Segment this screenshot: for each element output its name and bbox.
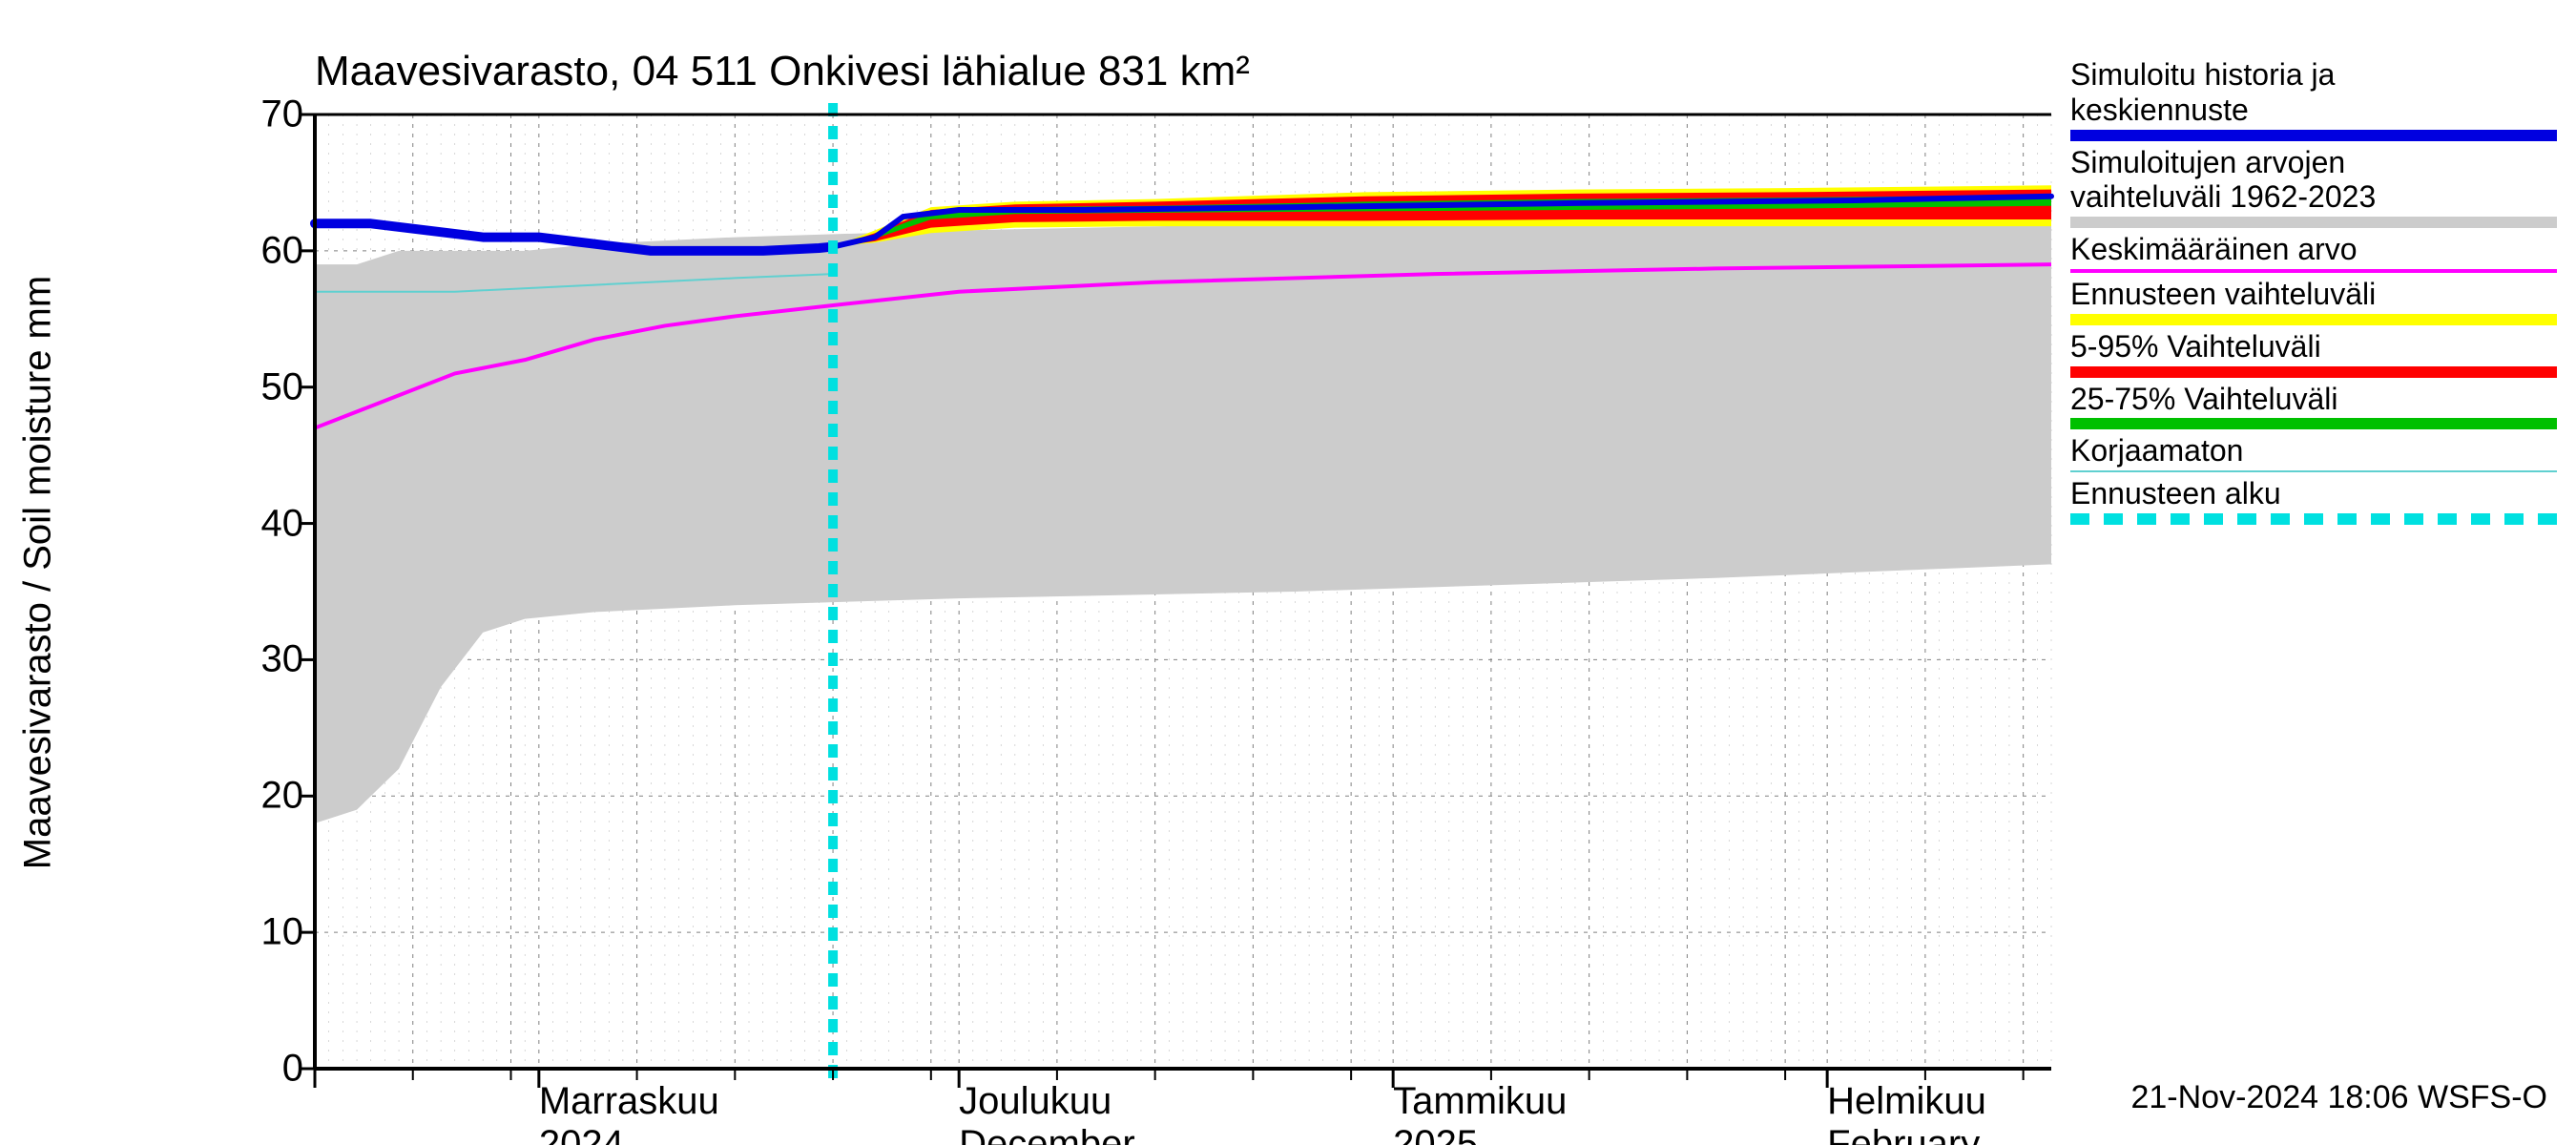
legend-item: Ennusteen alku	[2070, 476, 2557, 525]
legend-label: 25-75% Vaihteluväli	[2070, 382, 2557, 417]
chart-footer: 21-Nov-2024 18:06 WSFS-O	[2130, 1079, 2547, 1116]
legend-label: 5-95% Vaihteluväli	[2070, 329, 2557, 364]
y-tick-label: 30	[261, 638, 304, 681]
legend-label: Keskimääräinen arvo	[2070, 232, 2557, 267]
legend: Simuloitu historia jakeskiennuste Simuloi…	[2070, 57, 2557, 529]
y-tick-label: 50	[261, 365, 304, 408]
legend-swatch	[2070, 130, 2557, 141]
legend-swatch	[2070, 366, 2557, 378]
x-tick-label: Tammikuu2025	[1393, 1080, 1567, 1145]
y-tick-label: 0	[282, 1048, 303, 1091]
legend-item: 5-95% Vaihteluväli	[2070, 329, 2557, 378]
y-tick-label: 20	[261, 775, 304, 818]
y-tick-label: 70	[261, 94, 304, 136]
x-tick-label: Marraskuu2024	[539, 1080, 719, 1145]
legend-label: Ennusteen alku	[2070, 476, 2557, 511]
legend-label: Korjaamaton	[2070, 433, 2557, 468]
legend-swatch	[2070, 418, 2557, 429]
x-tick-label: JoulukuuDecember	[959, 1080, 1135, 1145]
legend-item: Korjaamaton	[2070, 433, 2557, 472]
chart-container: Maavesivarasto, 04 511 Onkivesi lähialue…	[0, 0, 2576, 1145]
legend-label: Simuloitu historia jakeskiennuste	[2070, 57, 2557, 128]
plot-area: 010203040506070Marraskuu2024JoulukuuDece…	[315, 114, 2051, 1069]
y-tick-label: 60	[261, 229, 304, 272]
y-tick-label: 40	[261, 502, 304, 545]
y-axis-label: Maavesivarasto / Soil moisture mm	[17, 276, 60, 869]
legend-swatch	[2070, 217, 2557, 228]
legend-swatch	[2070, 513, 2557, 525]
legend-item: Keskimääräinen arvo	[2070, 232, 2557, 273]
legend-item: 25-75% Vaihteluväli	[2070, 382, 2557, 430]
legend-item: Ennusteen vaihteluväli	[2070, 277, 2557, 325]
legend-swatch	[2070, 314, 2557, 325]
legend-swatch	[2070, 470, 2557, 472]
legend-item: Simuloitu historia jakeskiennuste	[2070, 57, 2557, 141]
x-tick-label: HelmikuuFebruary	[1827, 1080, 1986, 1145]
legend-swatch	[2070, 269, 2557, 273]
chart-title: Maavesivarasto, 04 511 Onkivesi lähialue…	[315, 48, 1250, 95]
legend-label: Ennusteen vaihteluväli	[2070, 277, 2557, 312]
legend-item: Simuloitujen arvojenvaihteluväli 1962-20…	[2070, 145, 2557, 229]
y-tick-label: 10	[261, 911, 304, 954]
legend-label: Simuloitujen arvojenvaihteluväli 1962-20…	[2070, 145, 2557, 216]
